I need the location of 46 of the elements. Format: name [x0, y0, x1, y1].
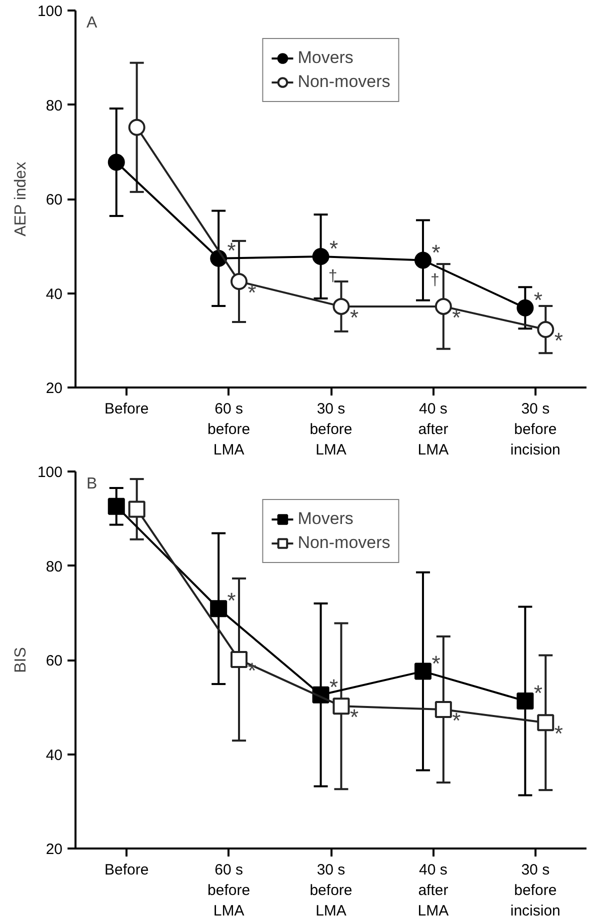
annotation: * — [554, 721, 564, 746]
y-tick-label: 80 — [46, 97, 63, 114]
x-tick-label: 60 s before LMA — [208, 862, 250, 920]
annotation: * — [248, 658, 257, 684]
x-tick-label: 30 s before LMA — [310, 400, 352, 458]
y-tick-label: 80 — [46, 558, 63, 576]
annotation: * — [350, 304, 359, 330]
chart-title: B — [86, 476, 98, 492]
x-tick-label: Before — [104, 862, 149, 878]
annotation: * — [350, 704, 359, 730]
x-tick-label: Before — [104, 400, 149, 418]
y-axis-title: AEP index — [12, 162, 30, 236]
annotation: * — [452, 708, 462, 733]
annotation: * — [248, 280, 257, 305]
y-tick-label: 40 — [46, 746, 63, 764]
x-tick-label: 30 s before LMA — [310, 862, 352, 920]
annotation: * — [227, 588, 236, 614]
legend-label: Non-movers — [298, 533, 390, 553]
annotation: * — [432, 240, 441, 265]
y-axis-title: BIS — [12, 647, 30, 673]
annotation: * — [330, 674, 338, 700]
x-tick-label: 40 s after LMA — [418, 400, 449, 458]
y-tick-label: 60 — [46, 652, 63, 670]
annotation: * — [432, 650, 441, 676]
annotation: * — [534, 680, 543, 706]
y-tick-label: 60 — [46, 192, 63, 208]
legend-label: Movers — [298, 509, 354, 529]
annotation: * — [452, 304, 462, 330]
y-tick-label: 40 — [46, 286, 63, 303]
annotation: * — [534, 287, 543, 312]
legend-label: Non-movers — [298, 72, 390, 92]
x-tick-label: 40 s after LMA — [418, 862, 449, 920]
x-tick-label: 30 s before incision — [510, 400, 560, 458]
y-tick-label: 20 — [46, 380, 63, 397]
annotation: * — [330, 236, 338, 261]
y-tick-label: 100 — [37, 3, 63, 20]
x-tick-label: 30 s before incision — [510, 862, 560, 920]
y-tick-label: 20 — [46, 841, 63, 858]
legend-label: Movers — [298, 48, 354, 68]
annotation: * — [554, 328, 564, 354]
y-tick-label: 100 — [37, 464, 63, 481]
x-tick-label: 60 s before LMA — [208, 400, 250, 458]
annotation: † — [430, 272, 440, 289]
chart-title: A — [86, 14, 98, 32]
annotation: * — [227, 238, 236, 263]
annotation: † — [328, 268, 338, 285]
